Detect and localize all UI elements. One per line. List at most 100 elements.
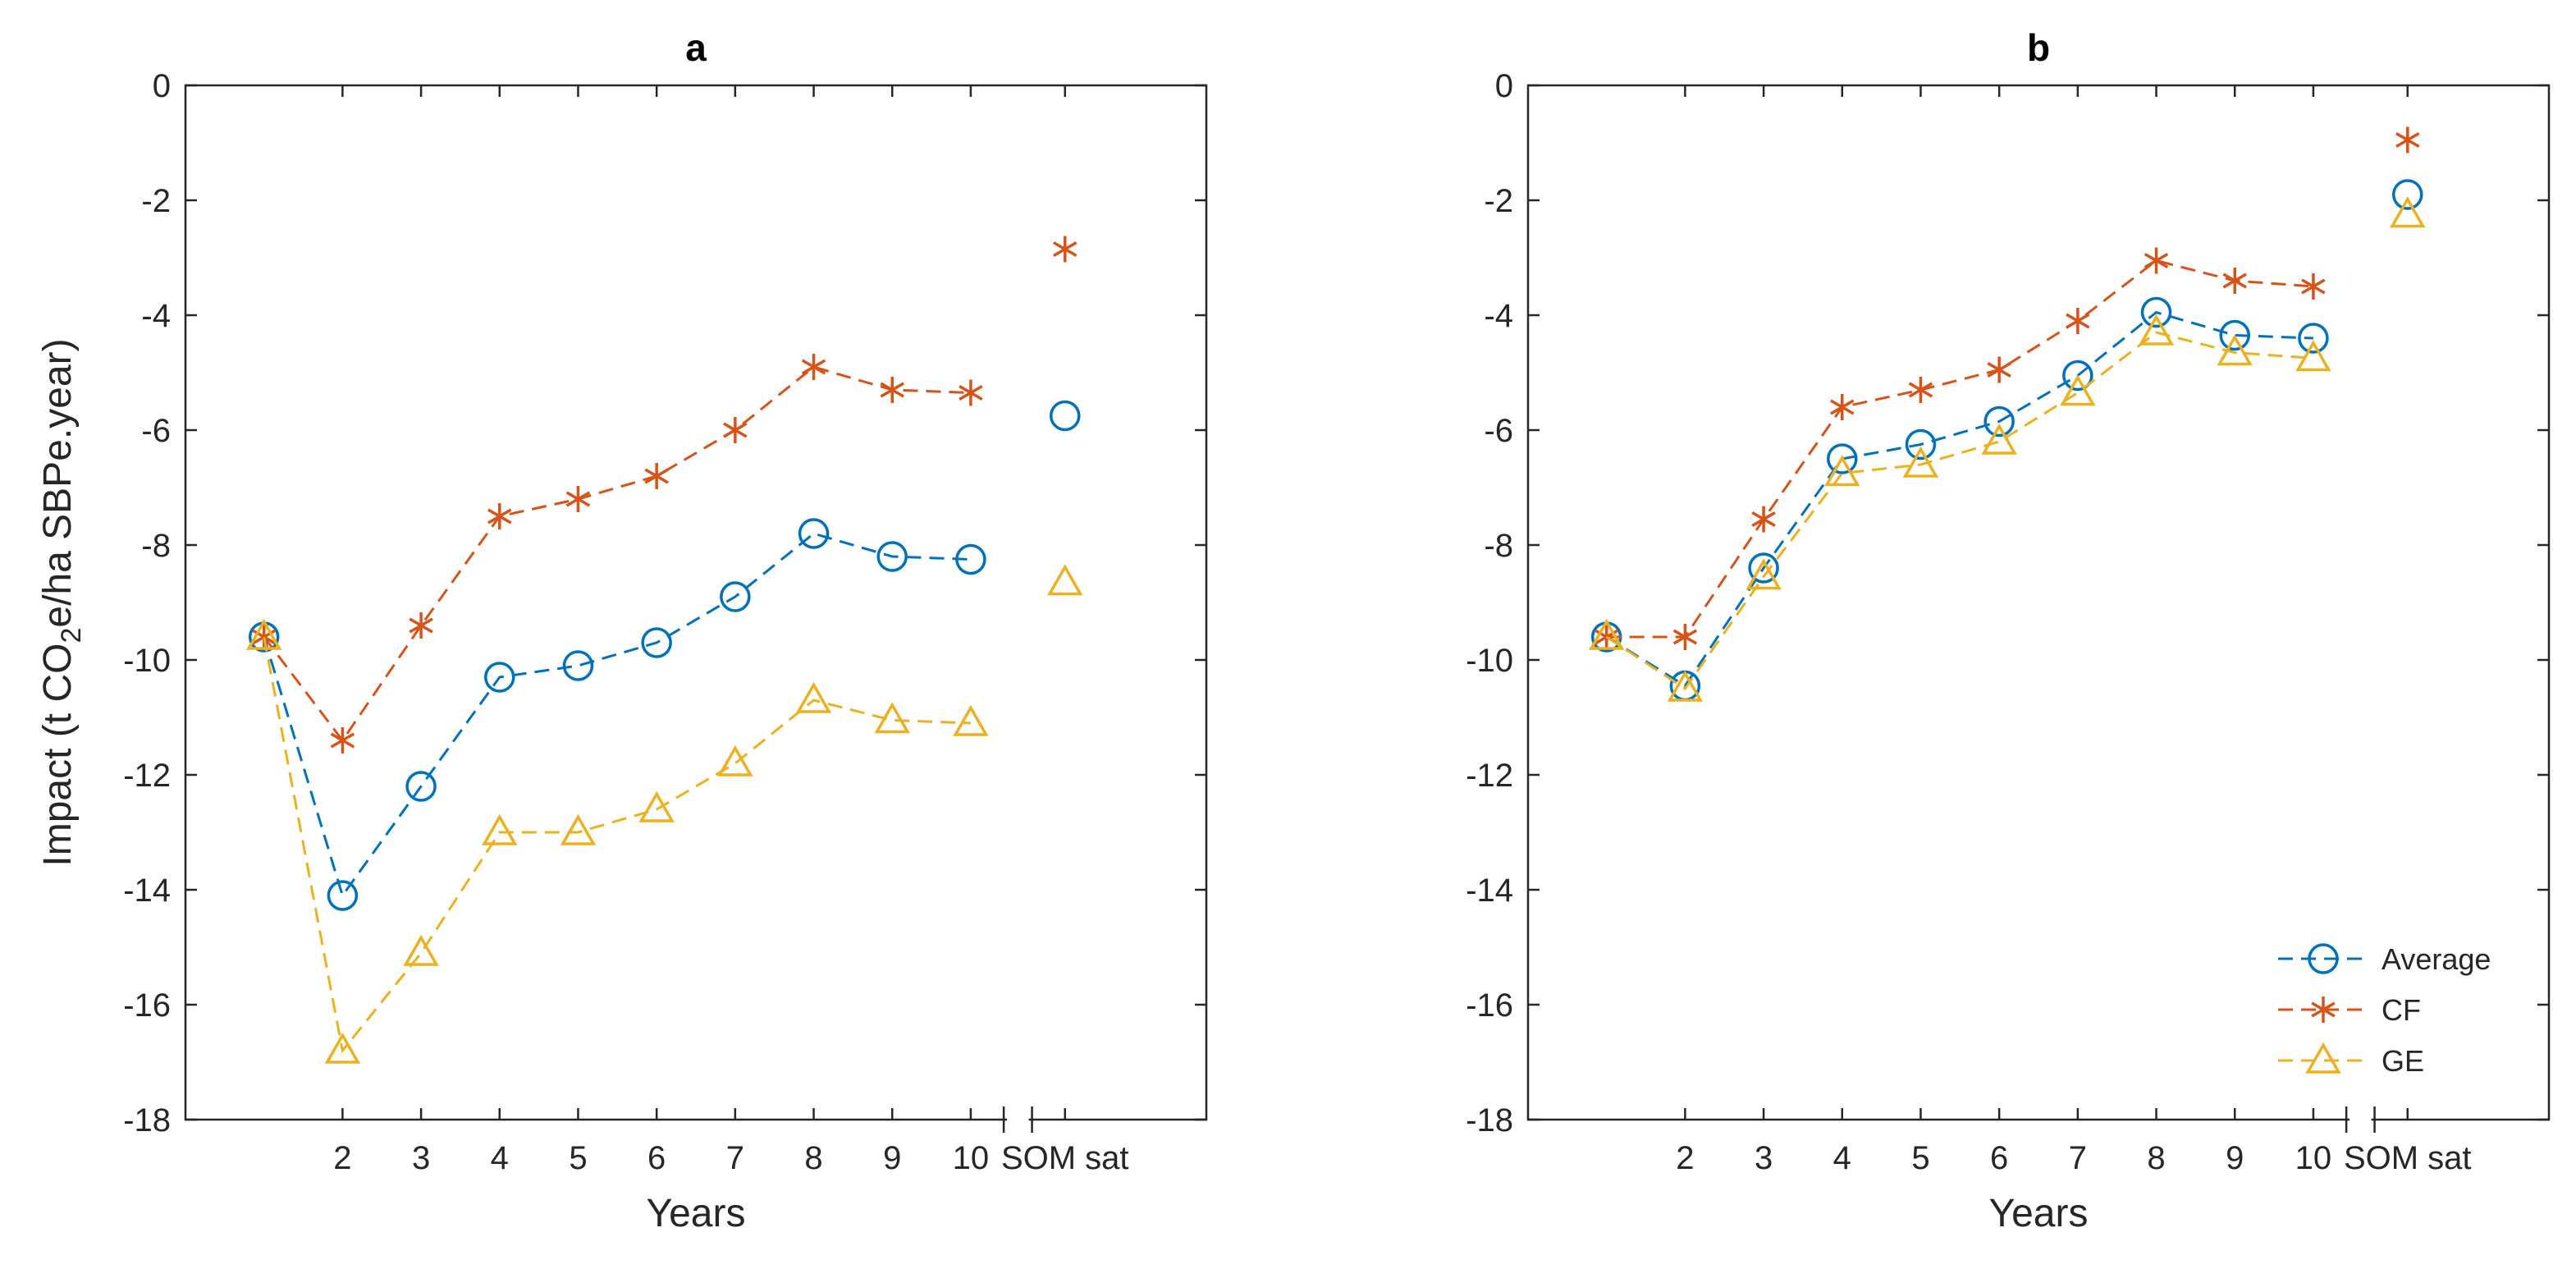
x-tick-label: 2	[333, 1140, 351, 1176]
data-point-average	[327, 880, 359, 911]
series-line-average	[1605, 310, 2313, 688]
y-tick-label: -16	[1466, 987, 1513, 1024]
data-point-ge	[1588, 618, 1625, 650]
data-point-average	[1748, 552, 1779, 584]
x-tick-label: 7	[2069, 1140, 2087, 1176]
x-tick-label: 9	[883, 1140, 901, 1176]
data-point-cf	[1751, 506, 1776, 533]
sat-point-cf	[1053, 236, 1078, 263]
y-tick-label: -12	[1466, 758, 1513, 794]
x-tick-label: 5	[569, 1140, 587, 1176]
axis-break-gap	[1007, 1102, 1029, 1138]
sat-point-cf	[2395, 126, 2420, 153]
y-tick-label: -14	[123, 873, 171, 909]
data-point-average	[2062, 360, 2093, 392]
x-tick-label: 3	[412, 1140, 430, 1176]
x-tick-label: 10	[2295, 1140, 2332, 1176]
data-point-cf	[1830, 394, 1855, 420]
y-tick-label: -4	[141, 298, 171, 334]
x-tick-label: 6	[647, 1140, 666, 1176]
y-tick-label: -2	[141, 183, 171, 219]
data-point-cf	[1908, 377, 1933, 403]
y-tick-label: 0	[1495, 68, 1513, 104]
legend-marker-average	[2308, 943, 2339, 974]
data-point-ge	[1902, 446, 1939, 478]
legend-marker-ge	[2305, 1042, 2341, 1074]
axis-break-gap	[2350, 1102, 2372, 1138]
plot-area-frame	[184, 84, 1208, 1121]
x-tick-label: SOM sat	[1001, 1140, 1129, 1176]
y-tick-label: -16	[123, 987, 171, 1024]
y-tick-label: -12	[123, 758, 171, 794]
x-axis-title: Years	[647, 1192, 746, 1235]
x-tick-label: 2	[1676, 1140, 1694, 1176]
data-point-ge	[482, 813, 518, 845]
chart-title: a	[685, 26, 707, 69]
data-point-average	[720, 581, 751, 612]
data-point-cf	[2301, 273, 2326, 300]
data-point-ge	[717, 744, 753, 777]
y-tick-label: -8	[1484, 528, 1513, 564]
data-point-ge	[1824, 455, 1860, 487]
data-point-cf	[880, 377, 904, 403]
y-tick-label: -18	[1466, 1102, 1513, 1138]
x-tick-label: SOM sat	[2344, 1140, 2472, 1176]
data-point-cf	[644, 463, 669, 489]
data-point-ge	[2295, 340, 2331, 372]
data-point-ge	[1981, 423, 2017, 455]
x-tick-label: 3	[1755, 1140, 1773, 1176]
y-axis-title-part: Impact (t CO	[36, 644, 80, 867]
y-tick-label: -18	[123, 1102, 171, 1138]
data-point-average	[641, 627, 672, 658]
y-tick-label: -10	[1466, 643, 1513, 679]
sat-point-ge	[2390, 196, 2426, 228]
sat-point-ge	[1047, 564, 1083, 596]
data-point-ge	[324, 1032, 361, 1064]
sat-point-average	[2392, 179, 2423, 210]
x-tick-label: 6	[1990, 1140, 2008, 1176]
data-point-average	[1983, 405, 2015, 438]
legend-label: GE	[2382, 1044, 2424, 1078]
data-point-cf	[330, 727, 355, 754]
data-point-cf	[2066, 308, 2090, 334]
data-point-ge	[2060, 374, 2096, 406]
series-line-average	[263, 532, 971, 899]
x-tick-label: 4	[491, 1140, 509, 1176]
data-point-ge	[245, 618, 282, 650]
y-tick-label: -6	[141, 413, 171, 449]
data-point-cf	[1987, 356, 2011, 383]
data-point-cf	[2222, 268, 2247, 294]
x-axis-title: Years	[1989, 1192, 2089, 1235]
y-tick-label: -2	[1484, 183, 1513, 219]
data-point-average	[1905, 428, 1937, 460]
x-tick-label: 8	[2147, 1140, 2165, 1176]
plot-area-frame	[1526, 84, 2551, 1121]
x-tick-label: 5	[1911, 1140, 1929, 1176]
data-point-cf	[801, 354, 826, 380]
x-tick-label: 8	[804, 1140, 822, 1176]
x-tick-label: 7	[726, 1140, 744, 1176]
data-point-ge	[2217, 334, 2253, 366]
y-axis-title-subscript: 2	[56, 628, 87, 644]
y-tick-label: 0	[153, 68, 171, 104]
data-point-ge	[638, 790, 675, 822]
chart-panel-a: 0 -2 -4 -6 -8 -10 -12 -14 -16 -18 2 3 4 5 6 7 8 9 10 SOM sa…	[36, 26, 1208, 1235]
y-axis-title-part: e/ha SBPe.year)	[36, 338, 80, 627]
legend: Average CF GE	[2278, 942, 2491, 1078]
data-point-average	[1827, 443, 1858, 474]
data-point-average	[876, 541, 908, 572]
series-line-ge	[1605, 331, 2314, 691]
y-tick-label: -6	[1484, 413, 1513, 449]
series-line-ge	[263, 636, 971, 1054]
data-point-cf	[565, 486, 591, 512]
data-point-ge	[560, 813, 597, 845]
y-tick-label: -10	[123, 643, 171, 679]
data-point-ge	[874, 702, 910, 734]
data-point-average	[2219, 319, 2250, 351]
data-point-average	[798, 518, 830, 549]
data-point-ge	[1667, 670, 1704, 702]
legend-marker-cf	[2311, 996, 2336, 1023]
legend-label: Average	[2382, 942, 2491, 976]
data-point-average	[484, 662, 515, 693]
data-point-cf	[2144, 247, 2169, 274]
